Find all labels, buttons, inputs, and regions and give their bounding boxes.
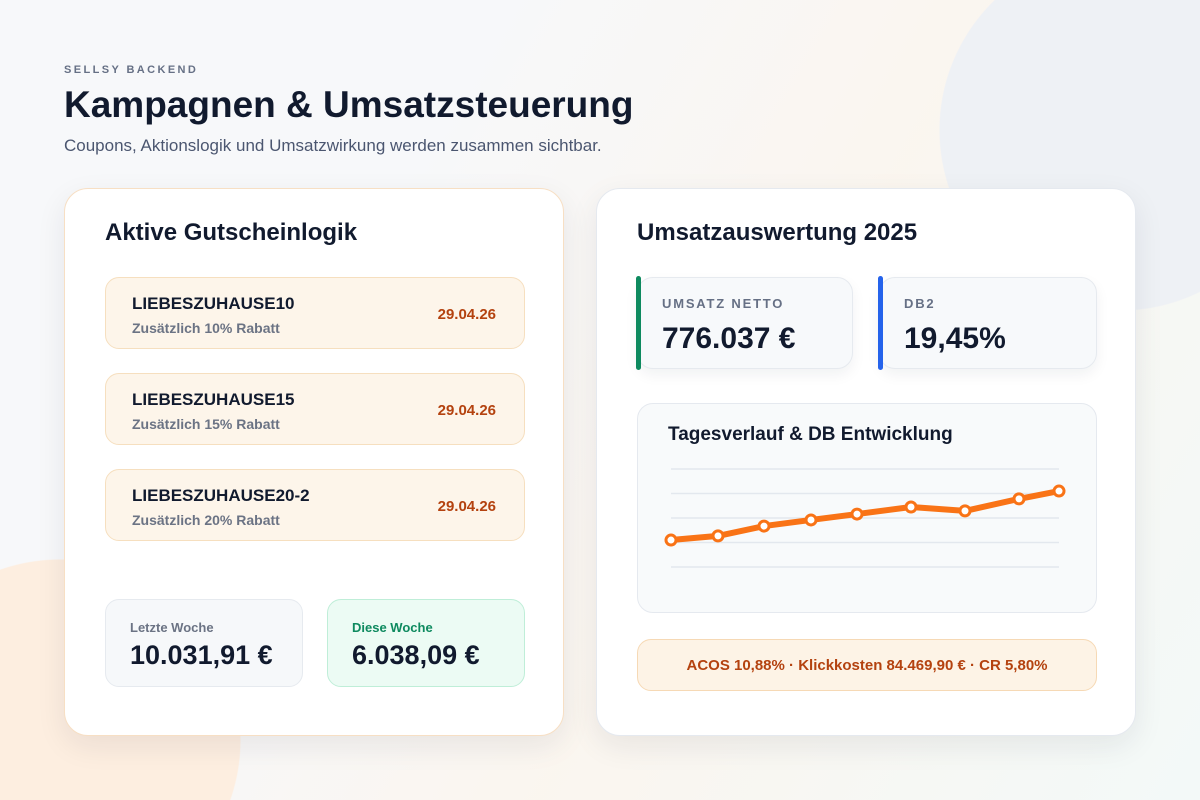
data-point: [664, 533, 678, 547]
coupon-item[interactable]: LIEBESZUHAUSE20-2 Zusätzlich 20% Rabatt …: [105, 469, 525, 541]
coupon-date: 29.04.26: [437, 402, 496, 419]
stat-label: Diese Woche: [352, 620, 433, 635]
coupon-code: LIEBESZUHAUSE15: [132, 390, 295, 409]
coupon-desc: Zusätzlich 20% Rabatt: [132, 512, 280, 528]
kpi-db2: DB2 19,45%: [878, 276, 1097, 370]
kpi-value: 19,45%: [904, 322, 1006, 355]
coupon-code: LIEBESZUHAUSE20-2: [132, 486, 310, 505]
data-point: [1052, 484, 1066, 498]
coupon-date: 29.04.26: [437, 498, 496, 515]
coupon-card: Aktive Gutscheinlogik LIEBESZUHAUSE10 Zu…: [64, 188, 564, 736]
revenue-card: Umsatzauswertung 2025 UMSATZ NETTO 776.0…: [596, 188, 1136, 736]
data-point: [804, 513, 818, 527]
card-title: Umsatzauswertung 2025: [637, 219, 918, 246]
coupon-item[interactable]: LIEBESZUHAUSE15 Zusätzlich 15% Rabatt 29…: [105, 373, 525, 445]
data-point: [904, 500, 918, 514]
coupon-item[interactable]: LIEBESZUHAUSE10 Zusätzlich 10% Rabatt 29…: [105, 277, 525, 349]
page-title: Kampagnen & Umsatzsteuerung: [64, 84, 634, 125]
kpi-accent: [636, 276, 641, 370]
coupon-desc: Zusätzlich 10% Rabatt: [132, 320, 280, 336]
card-title: Aktive Gutscheinlogik: [105, 219, 358, 246]
data-point: [1012, 492, 1026, 506]
chart-title: Tagesverlauf & DB Entwicklung: [668, 424, 953, 445]
data-point: [711, 529, 725, 543]
stat-value: 6.038,09 €: [352, 640, 480, 670]
this-week-stat: Diese Woche 6.038,09 €: [327, 599, 525, 687]
stat-value: 10.031,91 €: [130, 640, 273, 670]
coupon-date: 29.04.26: [437, 306, 496, 323]
series-line: [670, 488, 1060, 544]
kpi-value: 776.037 €: [662, 322, 796, 355]
page-subtitle: Coupons, Aktionslogik und Umsatzwirkung …: [64, 136, 602, 155]
last-week-stat: Letzte Woche 10.031,91 €: [105, 599, 303, 687]
stat-label: Letzte Woche: [130, 620, 214, 635]
line-chart: [664, 468, 1066, 568]
kpi-accent: [878, 276, 883, 370]
data-point: [757, 519, 771, 533]
data-point: [850, 507, 864, 521]
coupon-code: LIEBESZUHAUSE10: [132, 294, 295, 313]
kpi-label: DB2: [904, 296, 936, 311]
kpi-label: UMSATZ NETTO: [662, 296, 785, 311]
coupon-desc: Zusätzlich 15% Rabatt: [132, 416, 280, 432]
data-point: [958, 504, 972, 518]
eyebrow: SELLSY BACKEND: [64, 64, 199, 76]
metrics-summary: ACOS 10,88% · Klickkosten 84.469,90 € · …: [637, 639, 1097, 691]
chart-panel: Tagesverlauf & DB Entwicklung: [637, 403, 1097, 613]
kpi-umsatz: UMSATZ NETTO 776.037 €: [636, 276, 853, 370]
